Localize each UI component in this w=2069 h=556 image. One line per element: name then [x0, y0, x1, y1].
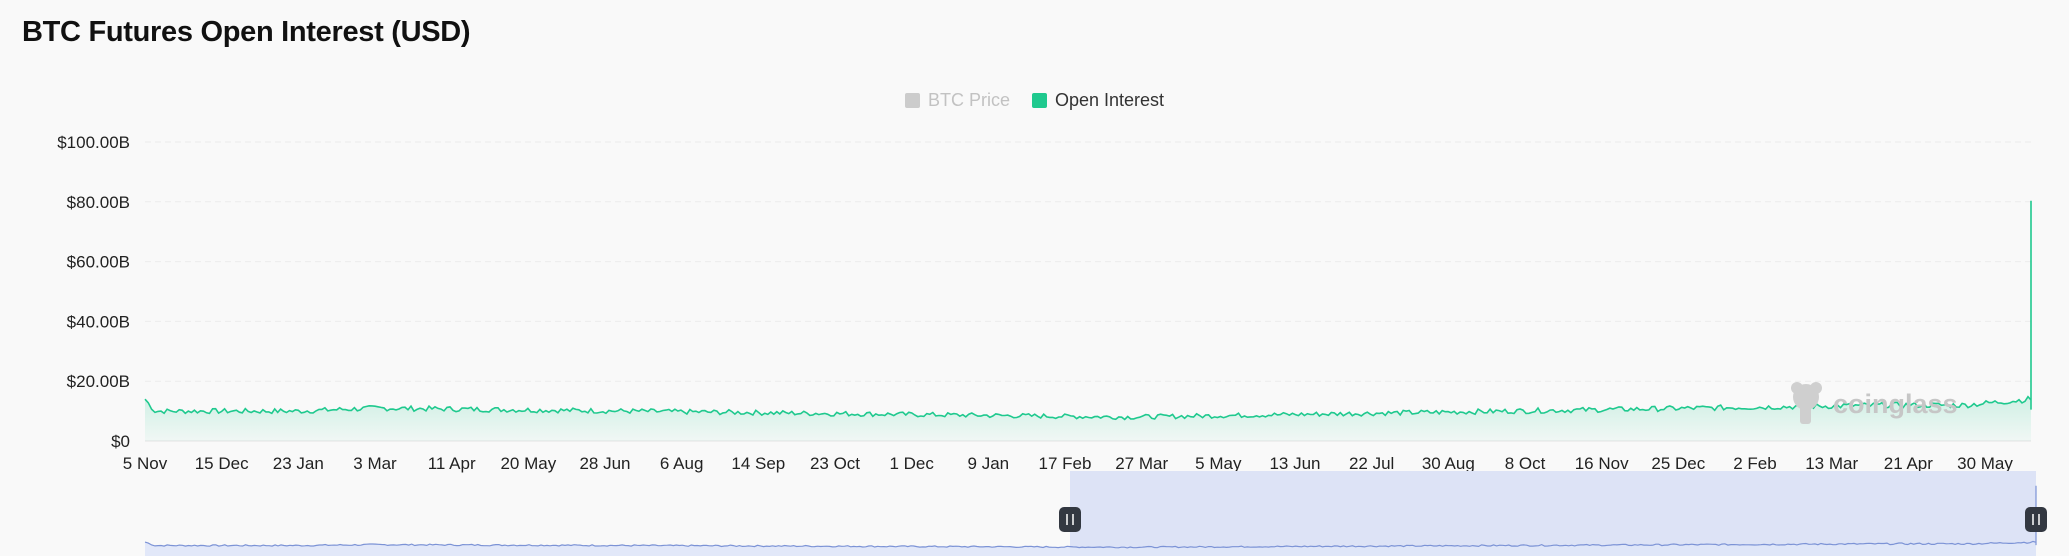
navigator[interactable]	[144, 471, 2047, 556]
x-tick-label: 25 Dec	[1651, 454, 1705, 473]
y-axis: $0 $20.00B $40.00B $60.00B $80.00B $100.00B	[57, 133, 130, 451]
x-tick-label: 30 Aug	[1422, 454, 1475, 473]
navigator-line	[144, 485, 2037, 549]
y-tick-label: $100.00B	[57, 133, 130, 152]
coinglass-logo-icon	[1791, 382, 1822, 424]
legend-swatch-btc-price	[904, 93, 920, 108]
x-tick-label: 27 Mar	[1115, 454, 1168, 473]
x-tick-label: 21 Apr	[1884, 454, 1933, 473]
x-tick-label: 11 Apr	[428, 454, 476, 473]
x-tick-label: 16 Nov	[1575, 454, 1629, 473]
x-tick-label: 17 Feb	[1039, 454, 1092, 473]
x-tick-label: 30 May	[1957, 454, 2013, 473]
y-tick-label: $40.00B	[67, 312, 130, 331]
legend-label-btc-price: BTC Price	[927, 90, 1010, 110]
grid-lines	[145, 141, 2031, 442]
watermark-text: coinglass	[1833, 389, 1958, 419]
x-tick-label: 15 Dec	[195, 454, 249, 473]
y-tick-label: $60.00B	[67, 253, 130, 272]
y-tick-label: $20.00B	[67, 372, 130, 391]
open-interest-series	[144, 200, 2032, 441]
x-axis: 5 Nov 15 Dec 23 Jan 3 Mar 11 Apr 20 May 28 Jun…	[123, 454, 2014, 473]
x-tick-label: 13 Jun	[1269, 454, 1320, 473]
x-tick-label: 5 Nov	[123, 454, 168, 473]
x-tick-label: 14 Sep	[731, 454, 785, 473]
x-tick-label: 5 May	[1195, 454, 1242, 473]
legend: BTC Price Open Interest	[0, 90, 2069, 111]
x-tick-label: 2 Feb	[1733, 454, 1776, 473]
x-tick-label: 13 Mar	[1805, 454, 1858, 473]
navigator-area	[145, 485, 2036, 556]
x-tick-label: 9 Jan	[968, 454, 1010, 473]
x-tick-label: 6 Aug	[660, 454, 704, 473]
y-tick-label: $0	[111, 432, 130, 451]
legend-label-open-interest: Open Interest	[1054, 90, 1165, 110]
legend-swatch-open-interest	[1031, 93, 1047, 108]
navigator-handle-left[interactable]	[1059, 507, 1081, 532]
navigator-selected-window[interactable]	[1070, 471, 2036, 556]
x-tick-label: 23 Oct	[810, 454, 860, 473]
x-tick-label: 28 Jun	[579, 454, 630, 473]
coinglass-watermark: coinglass	[1791, 382, 1958, 424]
x-tick-label: 8 Oct	[1505, 454, 1546, 473]
page-title: BTC Futures Open Interest (USD)	[22, 16, 471, 48]
x-tick-label: 23 Jan	[273, 454, 324, 473]
y-tick-label: $80.00B	[67, 193, 130, 212]
navigator-handle-right[interactable]	[2025, 507, 2047, 532]
x-tick-label: 3 Mar	[353, 454, 397, 473]
x-tick-label: 1 Dec	[889, 454, 934, 473]
x-tick-label: 22 Jul	[1349, 454, 1394, 473]
open-interest-area	[145, 200, 2031, 441]
legend-item-open-interest[interactable]: Open Interest	[1031, 90, 1165, 111]
open-interest-line	[144, 200, 2032, 421]
x-tick-label: 20 May	[500, 454, 556, 473]
legend-item-btc-price[interactable]: BTC Price	[904, 90, 1010, 111]
